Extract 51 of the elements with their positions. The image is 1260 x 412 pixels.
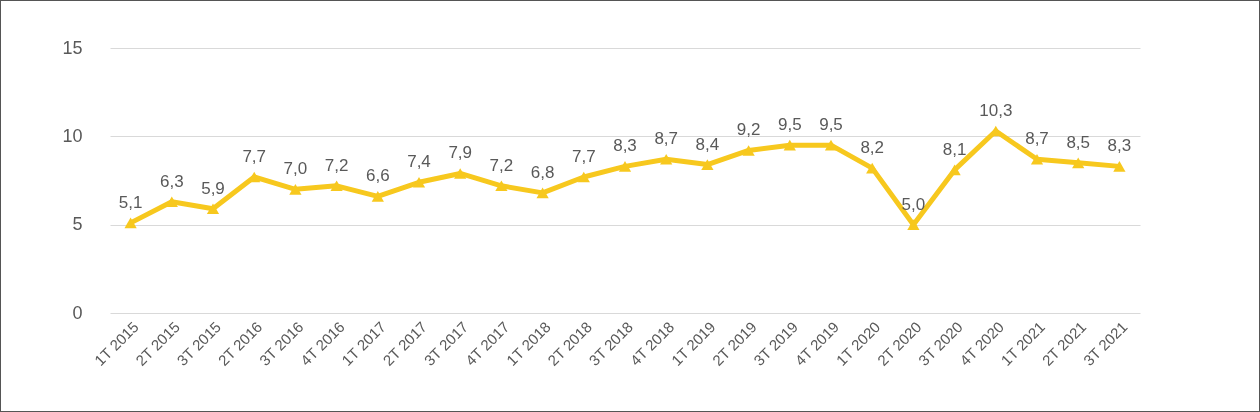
point [742,145,755,156]
y-tick-label: 5 [72,214,83,235]
point [824,139,838,151]
y-tick-label: 15 [62,37,83,58]
data-label: 6,6 [365,166,390,186]
data-label: 8,7 [654,129,679,149]
data-label: 8,1 [942,139,967,159]
point [701,159,714,170]
data-label: 7,2 [489,155,514,175]
data-label: 5,1 [118,192,143,212]
data-label: 6,8 [530,162,555,182]
data-label: 8,4 [695,134,720,154]
data-label: 9,2 [736,120,761,140]
point [866,162,879,174]
point [412,176,426,188]
point [289,184,302,195]
data-label: 6,3 [159,171,184,191]
point [330,180,343,192]
data-label: 8,3 [1107,136,1132,156]
data-label: 7,7 [242,146,267,166]
point [1113,161,1126,172]
point [454,168,467,179]
point [1072,157,1085,169]
point [660,154,673,165]
point [618,161,632,172]
data-label: 5,0 [901,194,926,214]
point [206,203,220,215]
point [495,180,508,192]
data-label: 8,5 [1066,132,1091,152]
data-label: 9,5 [819,115,843,135]
point [1030,154,1044,165]
point [536,187,549,199]
data-label: 7,9 [448,143,473,163]
data-label: 8,3 [613,136,637,156]
y-tick-label: 10 [62,125,83,146]
point [577,171,590,183]
data-label: 7,2 [324,155,349,175]
data-label: 5,9 [201,178,225,198]
data-label: 10,3 [979,101,1013,121]
point [371,191,384,202]
data-label: 7,0 [283,159,308,179]
y-tick-label: 0 [72,302,83,323]
point [948,164,961,176]
data-label: 8,7 [1025,129,1049,149]
data-label: 7,7 [571,146,596,166]
data-label: 9,5 [777,115,802,135]
data-label: 7,4 [407,152,431,172]
point [783,139,796,151]
data-label: 8,2 [860,138,885,158]
point [907,219,920,230]
point [124,217,137,229]
